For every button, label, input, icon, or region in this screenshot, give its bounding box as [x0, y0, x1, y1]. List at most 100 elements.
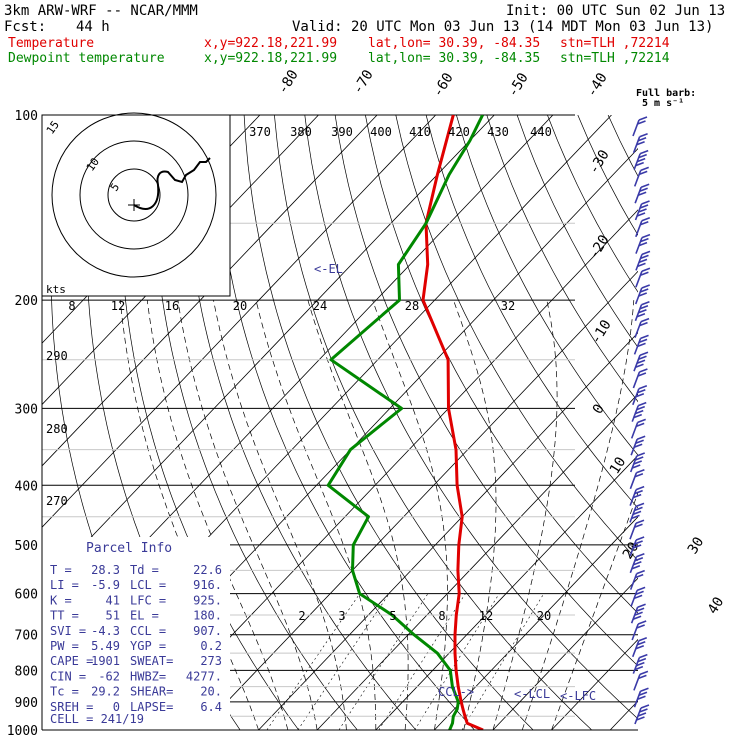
wind-barb-flag — [634, 473, 644, 478]
parcel-label: CIN = — [50, 669, 86, 683]
temperature-curve — [421, 115, 484, 730]
wind-barb-flag — [636, 405, 646, 411]
parcel-value: 180. — [193, 609, 222, 623]
parcel-label: CAPE = — [50, 654, 93, 668]
wind-barb-staff — [632, 371, 641, 389]
isotherm-label--20: -20 — [586, 232, 613, 262]
mixing-ratio-line — [338, 593, 429, 730]
isotherm-label-40: 40 — [705, 594, 728, 617]
isotherm — [609, 700, 638, 730]
parcel-label: EL = — [130, 609, 159, 623]
wind-barb-flag — [638, 258, 648, 264]
wind-barb — [633, 166, 649, 187]
wind-barb — [630, 418, 646, 439]
isotherm-label-10: 10 — [607, 454, 630, 477]
isotherm-label--30: -30 — [586, 147, 613, 177]
speed-label-28: 28 — [405, 299, 419, 313]
parcel-label: SREH = — [50, 700, 93, 714]
hodograph-ring-3 — [51, 112, 217, 278]
speed-label-24: 24 — [313, 299, 327, 313]
wind-barb-staff — [629, 522, 637, 540]
wind-barb — [630, 435, 646, 456]
wind-barb-flag — [638, 355, 647, 360]
wind-barb-flag — [641, 233, 651, 239]
model-title: 3km ARW-WRF -- NCAR/MMM — [4, 3, 198, 19]
dry-adiabat — [669, 115, 740, 730]
lcl-annotation: <-LCL — [514, 687, 550, 701]
wind-barb-flag — [640, 317, 650, 323]
wind-barb — [635, 217, 651, 238]
parcel-value: -62 — [98, 669, 120, 683]
hodograph-ring-label-10: 10 — [84, 155, 102, 173]
parcel-value: 907. — [193, 624, 222, 638]
wind-barb-flag — [635, 607, 645, 612]
wind-barb-flag — [635, 439, 644, 444]
wind-barb-flag — [632, 615, 642, 620]
wind-barb-flag — [637, 712, 647, 717]
wind-barb-staff — [631, 623, 639, 641]
isotherm-label-0: 0 — [590, 401, 608, 417]
wind-barb-flag — [641, 267, 651, 272]
wind-barb-flag — [636, 157, 646, 163]
wind-barb-flag — [641, 284, 651, 289]
parcel-label: LCL = — [130, 578, 166, 592]
speed-label-16: 16 — [165, 299, 179, 313]
valid-time: Valid: 20 UTC Mon 03 Jun 13 (14 MDT Mon … — [292, 19, 714, 35]
wind-barb — [633, 351, 649, 372]
temperature-latlon: lat,lon= 30.39, -84.35 — [368, 36, 541, 51]
wind-barb-flag — [636, 553, 645, 558]
dry-adiabat — [699, 115, 740, 730]
theta-label-380: 380 — [290, 125, 312, 139]
wind-barb-flag — [640, 704, 650, 709]
wind-barb-staff — [629, 472, 638, 490]
parcel-value: -5.9 — [91, 578, 120, 592]
theta-label-400: 400 — [370, 125, 392, 139]
wind-barb-flag — [639, 321, 648, 327]
isobar-label-600: 600 — [15, 588, 38, 603]
isotherm-label--60: -60 — [430, 70, 457, 100]
wind-barb-staff — [630, 422, 639, 439]
theta-label-440: 440 — [530, 125, 552, 139]
wind-barb-flag — [637, 695, 646, 700]
temperature-legend-label: Temperature — [8, 36, 95, 51]
wind-barb-flag — [640, 254, 649, 260]
wind-barb — [632, 368, 648, 389]
isobar-label-800: 800 — [15, 664, 38, 679]
parcel-label: PW = — [50, 639, 79, 653]
wind-barb-flag — [634, 557, 644, 562]
wind-barb-flag — [639, 368, 648, 373]
wind-barb-flag — [633, 561, 642, 566]
hodograph-ring-label-15: 15 — [44, 118, 62, 136]
wind-barb-flag — [636, 469, 645, 474]
theta-label-390: 390 — [331, 125, 353, 139]
parcel-label: HWBZ= — [130, 669, 166, 683]
wind-barb — [630, 603, 646, 624]
dry-adiabat — [516, 115, 638, 348]
mixing-ratio-line — [414, 593, 500, 730]
dry-adiabat — [638, 115, 740, 730]
parcel-info-box — [42, 537, 230, 730]
theta-label-410: 410 — [409, 125, 431, 139]
moist-adiabat — [492, 300, 558, 730]
el-annotation: <-EL — [314, 262, 343, 276]
height-label-270: 270 — [46, 494, 68, 508]
wind-barb-flag — [638, 691, 648, 696]
mixing-ratio-label-3: 3 — [338, 609, 345, 623]
wind-barb-flag — [637, 418, 646, 424]
isobar-label-200: 200 — [15, 294, 38, 309]
wind-barb-flag — [636, 641, 646, 646]
dewpoint-xy: x,y=922.18,221.99 — [204, 51, 338, 66]
wind-barb — [633, 334, 649, 355]
wind-barb-flag — [637, 603, 646, 608]
wind-barb-flag — [641, 301, 650, 306]
speed-label-20: 20 — [233, 299, 247, 313]
parcel-value: 0 — [113, 700, 120, 714]
parcel-value: -4.3 — [91, 624, 120, 638]
wind-barb-flag — [634, 489, 643, 495]
wind-barb-staff — [632, 119, 640, 137]
wind-barb-flag — [636, 435, 646, 440]
dry-adiabat — [425, 115, 638, 509]
theta-label-370: 370 — [249, 125, 271, 139]
isobar-label-1000: 1000 — [7, 724, 38, 739]
wind-barb-flag — [635, 422, 645, 428]
